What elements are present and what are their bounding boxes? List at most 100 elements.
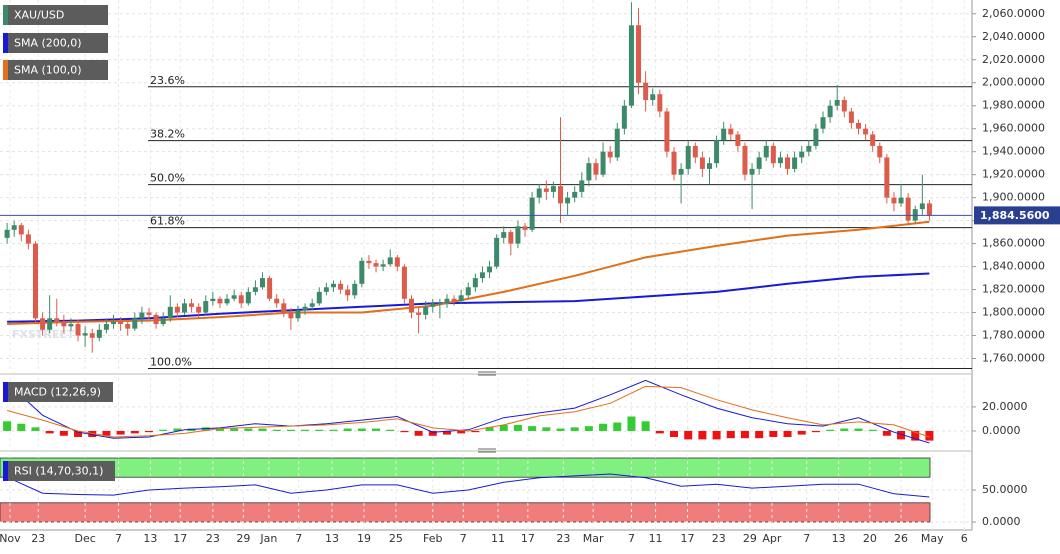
histogram-bar: [797, 430, 806, 435]
x-tick-label: 13: [325, 532, 339, 545]
candle-body: [394, 257, 400, 267]
y-tick-label: 1,960.0000: [982, 122, 1045, 135]
candle-body: [75, 324, 81, 336]
candle-body: [224, 298, 230, 304]
candle-body: [926, 203, 932, 216]
x-tick-label: Feb: [423, 532, 442, 545]
histogram-bar: [840, 428, 849, 431]
histogram-bar: [88, 430, 97, 437]
x-tick-label: 11: [649, 532, 663, 545]
x-tick-label: Dec: [74, 532, 95, 545]
histogram-bar: [556, 428, 565, 431]
candle-body: [245, 291, 251, 304]
candle-body: [607, 151, 613, 158]
candle-body: [295, 310, 301, 319]
y-tick-label: 1,780.0000: [982, 329, 1045, 342]
candle-body: [437, 303, 443, 305]
histogram-bar: [499, 424, 508, 431]
candle-body: [465, 287, 471, 296]
candle-body: [501, 232, 507, 238]
candle-body: [614, 128, 620, 158]
candle-body: [316, 291, 322, 304]
histogram-bar: [144, 430, 153, 433]
candle-body: [217, 298, 223, 304]
y-tick-label: 1,860.0000: [982, 237, 1045, 250]
splitter-handle[interactable]: [478, 371, 496, 376]
candle-body: [785, 157, 791, 169]
histogram-bar: [698, 430, 707, 440]
histogram-bar: [826, 429, 835, 431]
y-tick-label: 2,000.0000: [982, 76, 1045, 89]
x-tick-label: 7: [460, 532, 467, 545]
candle-body: [61, 321, 67, 327]
fib-label: 100.0%: [150, 356, 192, 369]
histogram-bar: [726, 430, 735, 439]
candle-body: [160, 318, 166, 325]
y-tick-label: 2,040.0000: [982, 30, 1045, 43]
legend-label: MACD (12,26,9): [14, 386, 101, 399]
y-tick-label: 1,980.0000: [982, 99, 1045, 112]
histogram-bar: [925, 430, 934, 441]
legend-item: RSI (14,70,30,1): [3, 461, 115, 481]
candle-body: [380, 264, 386, 267]
candle-body: [877, 145, 883, 158]
y-tick-label: 1,900.0000: [982, 191, 1045, 204]
candle-body: [487, 266, 493, 273]
candle-body: [586, 163, 592, 181]
candle-body: [167, 306, 173, 319]
histogram-bar: [215, 428, 224, 431]
candle-body: [458, 295, 464, 302]
candle-body: [352, 283, 358, 296]
fib-label: 61.8%: [150, 215, 185, 228]
legend-swatch: [3, 5, 8, 25]
legend-swatch: [3, 60, 8, 80]
candle-body: [543, 188, 549, 192]
last-price-label: 1,884.5600: [980, 209, 1050, 222]
candle-body: [657, 94, 663, 112]
histogram-bar: [116, 430, 125, 435]
candle-body: [699, 157, 705, 169]
candle-body: [89, 333, 95, 338]
candle-body: [643, 82, 649, 100]
candle-body: [125, 324, 131, 329]
candle-body: [550, 186, 556, 192]
y-tick-label: 0.0000: [982, 424, 1021, 437]
candle-body: [40, 318, 46, 330]
candle-body: [777, 157, 783, 164]
y-tick-label: 2,020.0000: [982, 53, 1045, 66]
candle-body: [721, 128, 727, 141]
x-tick-label: 23: [206, 532, 220, 545]
candle-body: [735, 134, 741, 146]
candle-body: [522, 226, 528, 230]
candle-body: [416, 312, 422, 315]
candle-body: [891, 197, 897, 204]
candle-body: [898, 197, 904, 204]
candle-body: [174, 306, 180, 313]
candle-body: [68, 324, 74, 327]
histogram-bar: [442, 430, 451, 435]
fib-label: 38.2%: [150, 128, 185, 141]
x-tick-label: 29: [743, 532, 757, 545]
candle-body: [763, 145, 769, 158]
x-tick-label: May: [921, 532, 944, 545]
y-tick-label: 1,940.0000: [982, 145, 1045, 158]
histogram-bar: [400, 430, 409, 433]
histogram-bar: [17, 423, 26, 431]
candle-body: [508, 232, 514, 244]
line: [6, 385, 930, 438]
histogram-bar: [130, 430, 139, 434]
candle-body: [189, 303, 195, 307]
splitter-handle[interactable]: [478, 448, 496, 453]
histogram-bar: [272, 429, 281, 431]
last-price-box: [974, 206, 1060, 225]
x-tick-label: 7: [115, 532, 122, 545]
histogram-bar: [315, 429, 324, 431]
candle-body: [387, 257, 393, 265]
candle-body: [479, 272, 485, 279]
candle-body: [153, 314, 159, 325]
legend-box: [3, 5, 108, 25]
candle-body: [338, 283, 344, 290]
candle-body: [252, 287, 258, 292]
